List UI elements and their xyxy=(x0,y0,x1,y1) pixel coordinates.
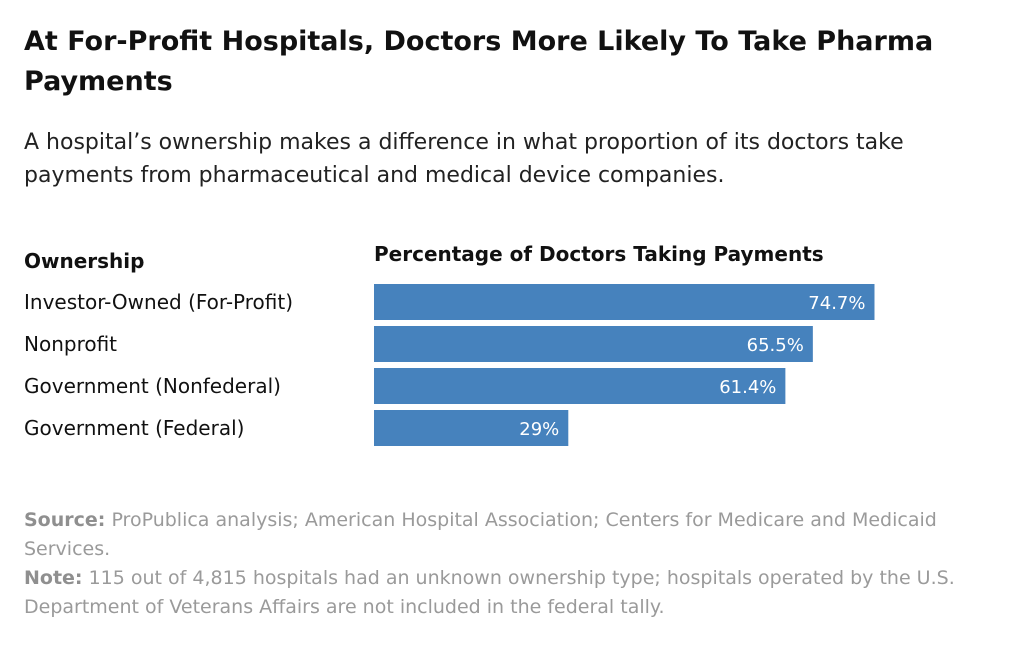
footnotes: Source: ProPublica analysis; American Ho… xyxy=(24,506,994,622)
bar xyxy=(374,326,813,362)
chart-title: At For-Profit Hospitals, Doctors More Li… xyxy=(24,26,934,97)
category-label: Government (Nonfederal) xyxy=(24,374,281,398)
value-header: Percentage of Doctors Taking Payments xyxy=(374,242,824,266)
category-header: Ownership xyxy=(24,249,145,273)
bar xyxy=(374,368,786,404)
value-label: 65.5% xyxy=(747,335,804,356)
source-line: Source: ProPublica analysis; American Ho… xyxy=(24,506,994,564)
category-label: Investor-Owned (For-Profit) xyxy=(24,290,293,314)
value-label: 61.4% xyxy=(719,377,776,398)
bar xyxy=(374,284,875,320)
source-label: Source: xyxy=(24,509,106,531)
category-label: Nonprofit xyxy=(24,332,117,356)
bar-chart: Investor-Owned (For-Profit) 74.7% Nonprofi… xyxy=(24,284,875,446)
note-text: 115 out of 4,815 hospitals had an unknow… xyxy=(24,567,955,618)
value-label: 29% xyxy=(519,419,559,440)
chart-subtitle: A hospital’s ownership makes a differenc… xyxy=(24,130,904,188)
source-text: ProPublica analysis; American Hospital A… xyxy=(24,509,937,560)
category-label: Government (Federal) xyxy=(24,416,244,440)
note-line: Note: 115 out of 4,815 hospitals had an … xyxy=(24,564,994,622)
note-label: Note: xyxy=(24,567,83,589)
value-label: 74.7% xyxy=(808,293,865,314)
bar xyxy=(374,410,569,446)
